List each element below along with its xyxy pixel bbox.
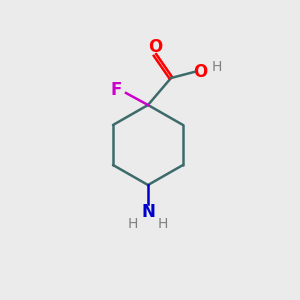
Text: O: O (193, 63, 207, 81)
Text: F: F (110, 81, 122, 99)
Text: H: H (128, 217, 138, 231)
Text: H: H (212, 60, 222, 74)
Text: O: O (148, 38, 162, 56)
Text: N: N (141, 203, 155, 221)
Text: H: H (158, 217, 168, 231)
